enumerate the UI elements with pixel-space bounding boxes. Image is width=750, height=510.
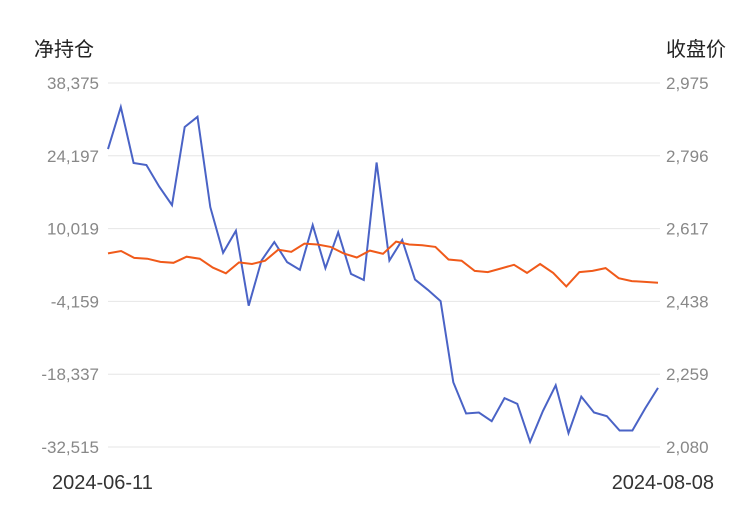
right-tick-label: 2,438 xyxy=(666,292,709,311)
net-position-line xyxy=(107,103,659,445)
left-tick-label: -18,337 xyxy=(41,365,99,384)
left-tick-label: -32,515 xyxy=(41,438,99,457)
right-tick-label: 2,796 xyxy=(666,147,709,166)
right-tick-label: 2,975 xyxy=(666,74,709,93)
right-tick-label: 2,617 xyxy=(666,220,709,239)
left-tick-label: 38,375 xyxy=(47,74,99,93)
series-lines xyxy=(107,103,659,445)
x-start-label: 2024-06-11 xyxy=(52,472,153,494)
right-axis-title: 收盘价 xyxy=(666,37,726,61)
left-tick-label: -4,159 xyxy=(51,292,99,311)
gridlines xyxy=(108,82,660,448)
right-tick-label: 2,080 xyxy=(666,438,709,457)
left-tick-label: 10,019 xyxy=(47,220,99,239)
left-tick-label: 24,197 xyxy=(47,147,99,166)
close-price-line xyxy=(107,240,659,288)
x-end-label: 2024-08-08 xyxy=(612,472,714,494)
left-axis-ticks: 38,375 24,197 10,019 -4,159 -18,337 -32,515 xyxy=(41,74,99,457)
left-axis-title: 净持仓 xyxy=(34,37,94,61)
right-tick-label: 2,259 xyxy=(666,365,709,384)
right-axis-ticks: 2,975 2,796 2,617 2,438 2,259 2,080 xyxy=(666,74,709,457)
